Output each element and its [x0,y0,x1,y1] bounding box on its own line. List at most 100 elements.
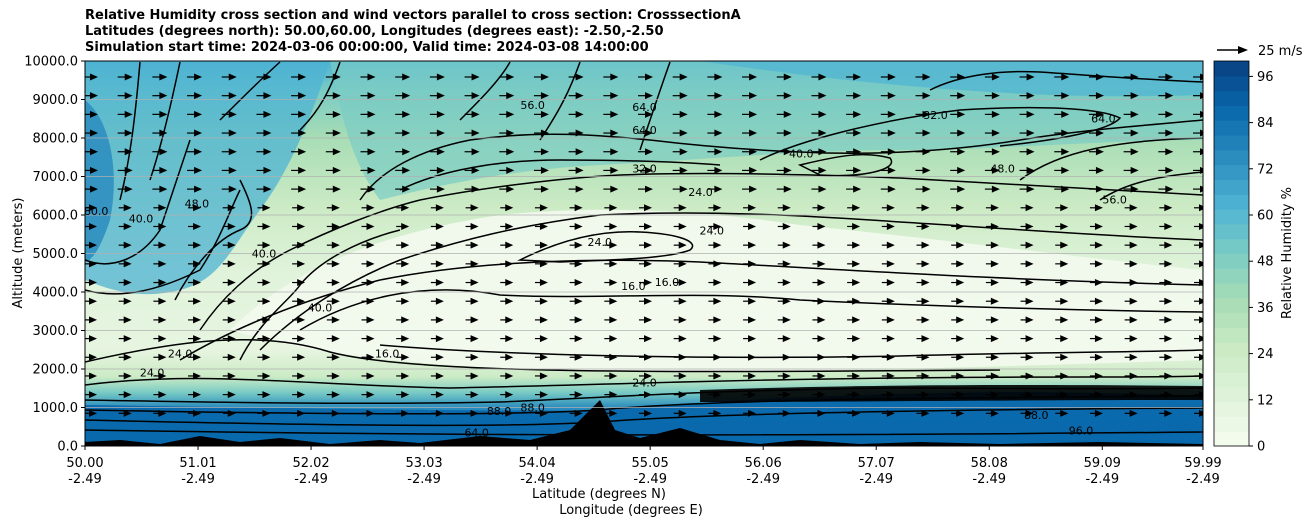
wind-vector-head [436,129,445,137]
wind-vector-head [158,335,167,343]
wind-vector-head [471,166,480,174]
wind-vector-head [402,166,411,174]
wind-vector-head [470,297,479,305]
wind-vector-head [401,335,410,343]
contour-label: 24.0 [688,186,713,199]
wind-vector-head [401,297,410,305]
wind-vector-head [193,279,202,287]
contour-label: 40.0 [308,301,333,314]
wind-vector-head [89,353,97,361]
wind-vector-head [1025,241,1034,249]
wind-vector-head [678,297,687,305]
wind-vector-head [505,260,514,268]
wind-vector-head [401,241,410,249]
wind-vector-head [990,372,999,380]
wind-vector-head [1061,185,1070,193]
wind-vector-head [714,129,723,137]
wind-vector-head [1129,353,1138,361]
wind-vector-head [1199,279,1203,287]
wind-vector-head [1095,92,1104,100]
wind-vector-head [713,316,722,324]
wind-vector-head [470,316,479,324]
wind-vector-head [956,241,965,249]
colorbar-segment [1214,327,1249,343]
wind-vector-head [367,73,376,81]
wind-vector-head [90,129,98,137]
wind-vector-head [1060,316,1069,324]
wind-vector-head [435,335,444,343]
wind-vector-head [1094,335,1103,343]
wind-vector-head [1094,204,1103,212]
wind-vector-head [331,279,340,287]
x-tick-label-latitude: 55.05 [632,456,669,471]
wind-vector-head [1200,110,1203,118]
wind-vector-head [1165,110,1174,118]
wind-vector-head [193,297,202,305]
wind-vector-head [817,316,826,324]
wind-vector-head [89,409,97,417]
wind-vector-head [991,73,1000,81]
wind-vector-head [921,241,930,249]
wind-vector-head [158,353,167,361]
contour-label: 40.0 [129,213,154,226]
wind-vector-head [644,372,652,380]
wind-vector-head [678,391,687,399]
contour-line [85,189,241,295]
contour-label: 56.0 [1102,193,1127,206]
colorbar-segment [1214,105,1249,121]
colorbar-segment [1214,401,1249,417]
x-tick-label-latitude: 50.00 [66,456,103,471]
wind-vector-head [817,222,826,230]
colorbar-segment [1214,194,1249,210]
y-axis-label: Altitude (meters) [11,198,26,309]
quiver-key-arrowhead [1238,46,1248,54]
wind-vector-head [123,204,132,212]
moist-region-upper-left [85,61,330,295]
contour-line [929,70,1203,91]
wind-vector-head [331,353,340,361]
contour-line [299,61,341,131]
y-tick-label: 1000.0 [33,401,79,416]
wind-vector-head [921,279,930,287]
wind-vector-head [990,204,999,212]
y-tick-label: 9000.0 [33,93,79,108]
x-tick-label-longitude: -2.49 [972,472,1006,487]
wind-vector-head [158,241,167,249]
wind-vector-head [367,110,376,118]
wind-vector-head [1130,148,1139,156]
contour-line [85,387,1203,405]
wind-vector-head [332,148,341,156]
wind-vector-head [644,260,652,268]
wind-vector-head [506,92,515,100]
contour-label: 16.0 [621,280,646,293]
wind-vector-head [886,316,895,324]
wind-vector-head [227,260,236,268]
wind-vector-head [574,316,583,324]
wind-vector-head [90,148,98,156]
wind-vector-head [367,129,376,137]
wind-vector-head [1200,73,1203,81]
wind-vector-head [645,92,653,100]
wind-vector-head [748,353,757,361]
wind-vector-head [852,316,861,324]
wind-vector-head [1094,297,1103,305]
wind-vector-head [921,335,930,343]
wind-vector-head [505,222,514,230]
wind-vector-head [852,391,861,399]
wind-vector-head [886,204,895,212]
wind-vector-head [645,166,653,174]
wind-vector-head [817,260,826,268]
colorbar-segment [1214,342,1249,358]
wind-vector-head [1165,148,1174,156]
wind-vector-head [783,73,792,81]
wind-vector-head [506,185,515,193]
wind-vector-head [367,185,376,193]
wind-vector-head [852,241,861,249]
wind-vector-head [957,92,966,100]
wind-vector-head [886,241,895,249]
wind-vector-head [401,353,410,361]
wind-vector-head [678,353,687,361]
wind-vector-head [610,148,619,156]
wind-vector-head [956,204,965,212]
wind-vector-head [540,92,549,100]
